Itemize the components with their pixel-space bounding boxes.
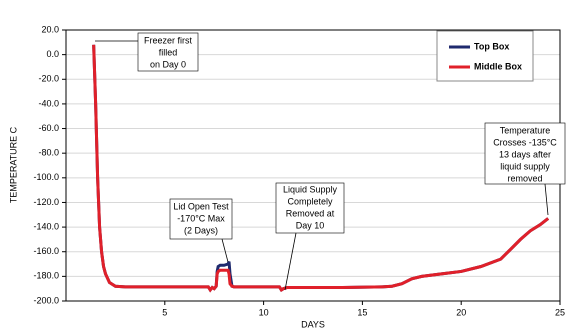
- annotation-text: Completely: [287, 196, 333, 206]
- y-tick-label: -160.0: [33, 246, 59, 256]
- y-tick-label: -140.0: [33, 221, 59, 231]
- annotation-box: [169, 198, 233, 240]
- y-tick-label: -40.0: [38, 98, 59, 108]
- annotation-text: Crosses -135°C: [493, 137, 557, 147]
- x-tick-label: 5: [162, 307, 167, 317]
- annotation-text: Lid Open Test: [173, 201, 229, 211]
- annotation-text: Freezer first: [144, 35, 193, 45]
- y-tick-label: 0.0: [46, 49, 59, 59]
- legend-box: [436, 30, 534, 82]
- annotation-text: Liquid Supply: [283, 184, 338, 194]
- y-tick-label: -100.0: [33, 172, 59, 182]
- annotation-text: Removed at: [286, 208, 335, 218]
- x-axis-title: DAYS: [301, 319, 325, 328]
- annotation-box: [275, 182, 345, 234]
- annotation-text: Temperature: [500, 125, 551, 135]
- y-tick-label: -20.0: [38, 74, 59, 84]
- y-tick-label: -60.0: [38, 123, 59, 133]
- annotation-text: Day 10: [296, 220, 325, 230]
- annotation-text: (2 Days): [184, 225, 218, 235]
- annotation-leader: [221, 238, 229, 263]
- annotation-text: filled: [159, 47, 178, 57]
- x-tick-label: 25: [555, 307, 565, 317]
- y-tick-label: -180.0: [33, 271, 59, 281]
- x-tick-label: 10: [259, 307, 269, 317]
- y-axis-title: TEMPERATURE C: [8, 126, 18, 203]
- annotation-box: [137, 32, 199, 72]
- y-tick-label: -120.0: [33, 197, 59, 207]
- legend-label: Middle Box: [474, 61, 522, 71]
- y-tick-label: -80.0: [38, 148, 59, 158]
- y-tick-label: 20.0: [41, 24, 59, 34]
- annotation-text: liquid supply: [500, 161, 550, 171]
- annotation-leader: [544, 183, 549, 216]
- annotation-text: -170°C Max: [177, 213, 225, 223]
- series-line: [92, 44, 550, 293]
- annotation-leader: [284, 232, 297, 291]
- annotation-text: on Day 0: [150, 59, 186, 69]
- y-tick-label: -200.0: [33, 295, 59, 305]
- series-line: [92, 44, 550, 293]
- legend-label: Top Box: [474, 41, 509, 51]
- annotation-text: removed: [507, 173, 542, 183]
- x-tick-label: 20: [456, 307, 466, 317]
- annotation-box: [484, 122, 566, 185]
- annotation-text: 13 days after: [499, 149, 551, 159]
- x-tick-label: 15: [357, 307, 367, 317]
